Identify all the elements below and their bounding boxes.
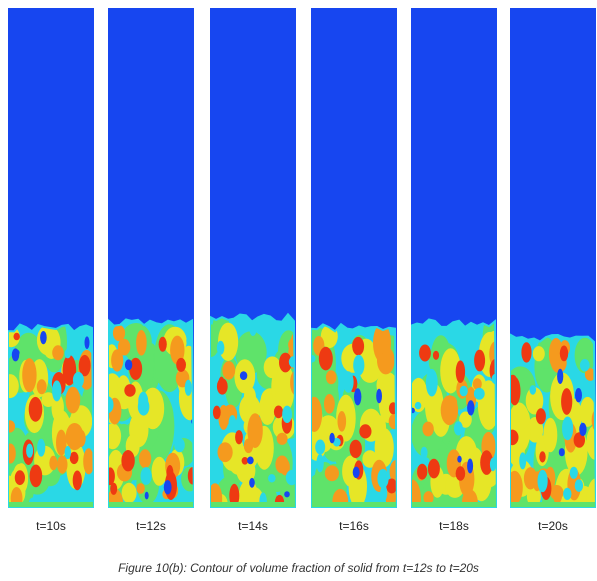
panel-label-6: t=20s: [538, 519, 568, 533]
contour-panel-2: [108, 8, 194, 508]
contour-panel-4: [311, 8, 397, 508]
panel-label-4: t=16s: [339, 519, 369, 533]
contour-panel-3: [210, 8, 296, 508]
contour-panel-6: [510, 8, 596, 508]
panel-label-5: t=18s: [439, 519, 469, 533]
contour-panel-5: [411, 8, 497, 508]
panel-label-2: t=12s: [136, 519, 166, 533]
panel-label-1: t=10s: [36, 519, 66, 533]
figure-caption: Figure 10(b): Contour of volume fraction…: [118, 561, 479, 575]
contour-panel-1: [8, 8, 94, 508]
panel-label-3: t=14s: [238, 519, 268, 533]
